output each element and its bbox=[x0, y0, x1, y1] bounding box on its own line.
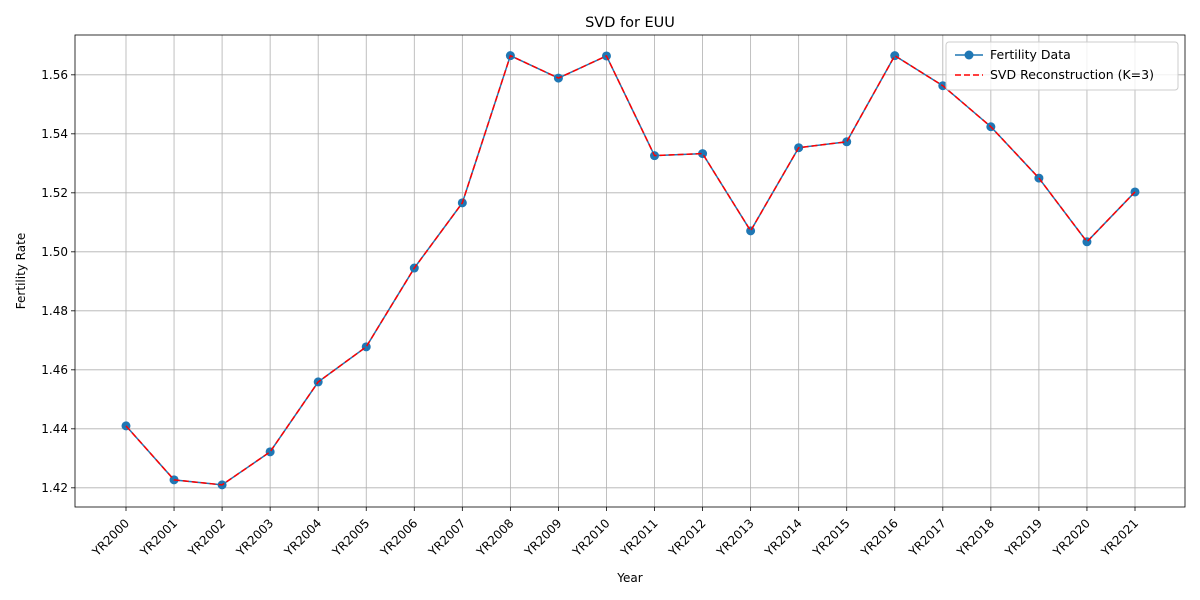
plot-area bbox=[74, 34, 1186, 508]
y-tick-label: 1.54 bbox=[41, 127, 68, 141]
grid bbox=[75, 35, 1185, 507]
data-point-fertility-data bbox=[746, 226, 756, 236]
x-tick-label: YR2020 bbox=[1050, 516, 1093, 559]
x-tick-label: YR2016 bbox=[858, 516, 901, 559]
x-tick-label: YR2005 bbox=[329, 516, 372, 559]
x-tick-label: YR2012 bbox=[665, 516, 708, 559]
legend-label-fertility-data: Fertility Data bbox=[990, 47, 1071, 62]
data-point-fertility-data bbox=[265, 447, 275, 457]
y-axis: 1.42 1.44 1.46 1.48 1.50 1.52 1.54 1.56 bbox=[41, 68, 75, 495]
x-tick-label: YR2007 bbox=[425, 516, 468, 559]
data-point-fertility-data bbox=[842, 137, 852, 147]
x-tick-label: YR2015 bbox=[810, 516, 853, 559]
y-tick-label: 1.56 bbox=[41, 68, 68, 82]
legend-box bbox=[945, 41, 1179, 91]
legend: Fertility Data SVD Reconstruction (K=3) bbox=[945, 41, 1179, 91]
x-axis: YR2000 YR2001 YR2002 YR2003 YR2004 YR2005 YR20… bbox=[89, 507, 1141, 560]
x-tick-label: YR2017 bbox=[906, 516, 949, 559]
x-axis-title: Year bbox=[616, 571, 642, 585]
x-tick-label: YR2010 bbox=[569, 516, 612, 559]
x-tick-label: YR2008 bbox=[473, 516, 516, 559]
x-tick-label: YR2006 bbox=[377, 516, 420, 559]
y-tick-label: 1.50 bbox=[41, 245, 68, 259]
series-layer bbox=[121, 51, 1140, 490]
x-tick-label: YR2013 bbox=[713, 516, 756, 559]
legend-label-svd-reconstruction: SVD Reconstruction (K=3) bbox=[990, 67, 1154, 82]
legend-marker-fertility-data bbox=[964, 50, 974, 60]
x-tick-label: YR2003 bbox=[233, 516, 276, 559]
y-tick-label: 1.44 bbox=[41, 422, 68, 436]
x-tick-label: YR2021 bbox=[1098, 516, 1141, 559]
x-tick-label: YR2018 bbox=[954, 516, 997, 559]
x-tick-label: YR2001 bbox=[137, 516, 180, 559]
series-line-svd-reconstruction bbox=[125, 54, 1136, 486]
x-tick-label: YR2002 bbox=[185, 516, 228, 559]
y-tick-label: 1.48 bbox=[41, 304, 68, 318]
x-tick-label: YR2014 bbox=[761, 516, 804, 559]
x-tick-label: YR2009 bbox=[521, 516, 564, 559]
x-tick-label: YR2011 bbox=[617, 516, 660, 559]
y-tick-label: 1.46 bbox=[41, 363, 68, 377]
chart-title: SVD for EUU bbox=[585, 15, 675, 31]
x-tick-label: YR2004 bbox=[281, 516, 324, 559]
y-tick-label: 1.52 bbox=[41, 186, 68, 200]
x-tick-label: YR2019 bbox=[1002, 516, 1045, 559]
y-tick-label: 1.42 bbox=[41, 481, 68, 495]
y-axis-title: Fertility Rate bbox=[14, 233, 28, 309]
x-tick-label: YR2000 bbox=[89, 516, 132, 559]
data-point-fertility-data bbox=[890, 51, 900, 61]
